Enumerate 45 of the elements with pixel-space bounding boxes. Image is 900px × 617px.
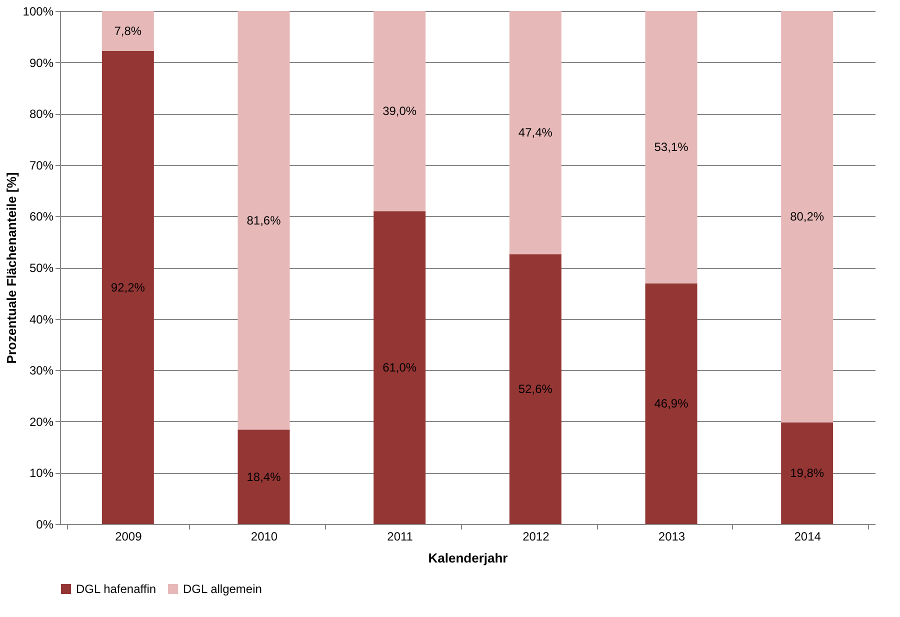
legend-label: DGL allgemein <box>183 582 262 596</box>
y-tick-label: 80% <box>29 107 54 122</box>
bar <box>781 11 834 422</box>
y-tick-label: 50% <box>29 261 54 275</box>
bar <box>238 11 290 430</box>
data-label: 7,8% <box>114 24 142 38</box>
data-label: 18,4% <box>246 470 282 484</box>
bar <box>781 422 834 524</box>
data-label: 80,2% <box>790 210 824 224</box>
x-tick-label: 2014 <box>794 530 822 544</box>
x-tick-label: 2011 <box>387 530 414 544</box>
y-tick-label: 100% <box>22 4 54 18</box>
x-tick-label: 2010 <box>250 530 278 544</box>
bar <box>374 11 426 212</box>
y-tick-label: 60% <box>29 210 54 224</box>
y-tick-label: 70% <box>29 158 54 172</box>
data-label: 61,0% <box>382 360 417 375</box>
data-label: 47,4% <box>518 126 553 140</box>
bar <box>238 430 290 524</box>
bar <box>102 51 154 524</box>
y-tick-label: 40% <box>29 312 54 326</box>
y-tick-label: 0% <box>36 518 54 532</box>
x-tick-label: 2012 <box>522 530 550 544</box>
bar <box>374 211 426 524</box>
y-axis-title: Prozentuale Flächenanteile [%] <box>4 172 19 364</box>
bar <box>645 11 698 284</box>
y-tick-label: 10% <box>29 466 54 480</box>
x-tick-label: 2009 <box>115 530 142 544</box>
data-label: 52,6% <box>518 382 553 396</box>
y-tick-label: 90% <box>29 56 54 70</box>
data-label: 19,8% <box>790 466 824 480</box>
x-axis-title: Kalenderjahr <box>428 550 508 566</box>
data-label: 46,9% <box>654 396 689 411</box>
legend-label: DGL hafenaffin <box>76 582 156 596</box>
bar <box>509 254 562 524</box>
bar <box>509 11 562 254</box>
data-label: 92,2% <box>110 280 146 295</box>
bar <box>102 11 154 52</box>
x-tick-label: 2013 <box>658 530 686 544</box>
bar <box>645 283 698 524</box>
data-label: 81,6% <box>246 213 282 228</box>
y-tick-label: 30% <box>29 364 54 378</box>
y-tick-label: 20% <box>29 414 54 429</box>
data-label: 39,0% <box>382 104 417 118</box>
data-label: 53,1% <box>654 140 689 154</box>
